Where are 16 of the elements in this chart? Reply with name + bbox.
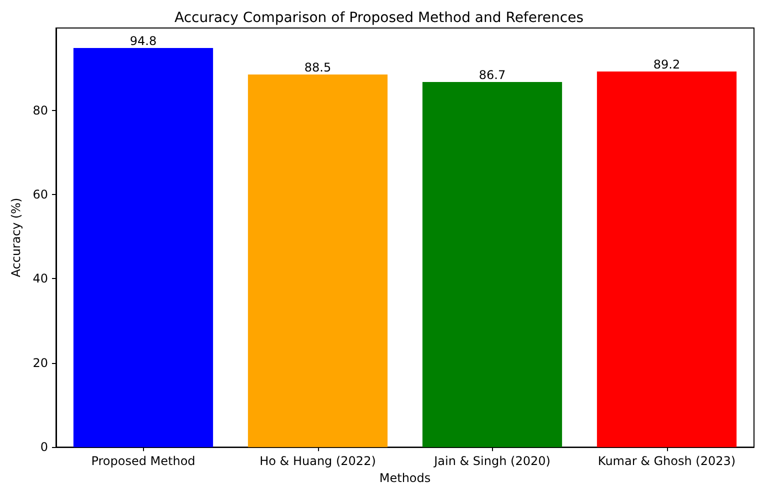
data-label: 86.7 bbox=[478, 68, 506, 82]
y-tick-label: 40 bbox=[32, 272, 48, 286]
y-tick-label: 60 bbox=[32, 187, 48, 202]
data-label: 88.5 bbox=[304, 60, 332, 74]
x-tick-label: Jain & Singh (2020) bbox=[433, 454, 550, 468]
x-tick-label: Ho & Huang (2022) bbox=[260, 454, 376, 468]
y-tick-label: 0 bbox=[40, 440, 48, 454]
y-tick-label: 20 bbox=[32, 356, 48, 370]
y-tick-label: 80 bbox=[32, 103, 48, 118]
y-axis-title: Accuracy (%) bbox=[8, 198, 23, 278]
chart-title: Accuracy Comparison of Proposed Method and References bbox=[174, 10, 584, 26]
data-label: 89.2 bbox=[653, 58, 680, 72]
data-label: 94.8 bbox=[130, 34, 157, 48]
x-tick-label: Kumar & Ghosh (2023) bbox=[598, 454, 736, 468]
x-axis-title: Methods bbox=[379, 471, 431, 485]
x-tick-label: Proposed Method bbox=[91, 454, 196, 468]
